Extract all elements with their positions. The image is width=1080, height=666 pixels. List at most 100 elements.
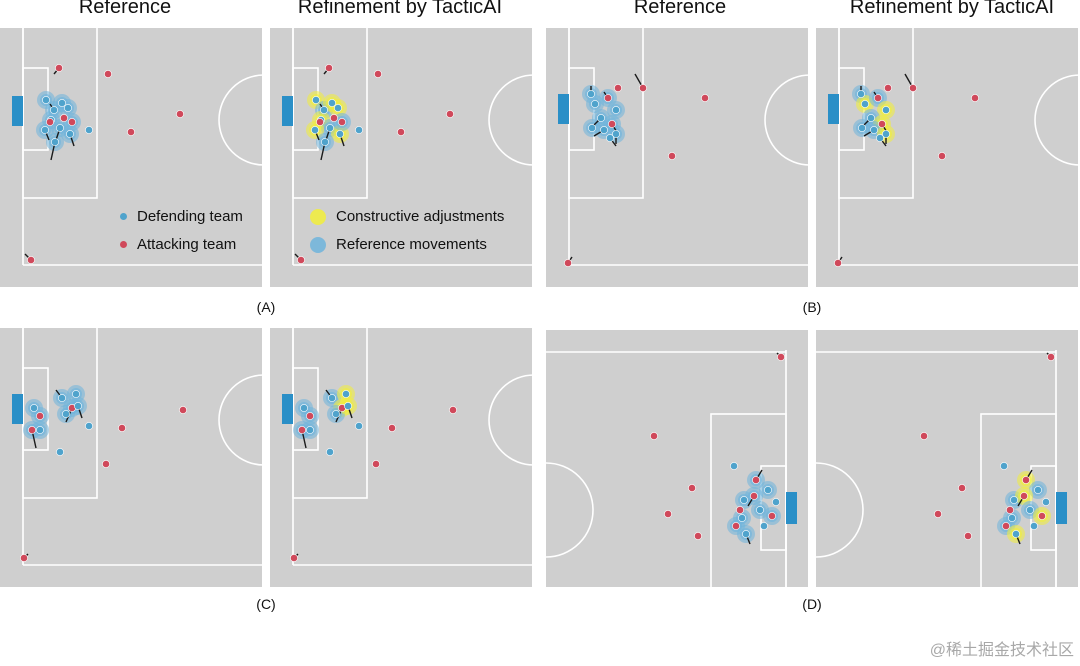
legend-reference-label: Reference movements xyxy=(336,236,487,253)
goal xyxy=(12,394,23,424)
defender-dot-6 xyxy=(772,498,780,506)
pitch-line-4 xyxy=(488,74,535,166)
defender-dot-11 xyxy=(56,124,64,132)
defender-dot-6 xyxy=(42,96,50,104)
defender-dot-15 xyxy=(1012,530,1020,538)
defender-dot-7 xyxy=(612,106,620,114)
attacker-dot-3 xyxy=(20,554,28,562)
attacker-dot-16 xyxy=(1006,506,1014,514)
panel-label-b: (B) xyxy=(802,299,822,315)
defender-dot-6 xyxy=(30,404,38,412)
attacker-dot-2 xyxy=(938,152,946,160)
attacker-dot-0 xyxy=(1047,353,1055,361)
defender-dot-5 xyxy=(56,448,64,456)
defender-dot-17 xyxy=(760,522,768,530)
goal xyxy=(558,94,569,124)
column-title-4: Refinement by TacticAI xyxy=(849,0,1055,18)
defender-dot-9 xyxy=(1034,486,1042,494)
attacker-dot-17 xyxy=(330,114,338,122)
defender-dot-4 xyxy=(587,90,595,98)
attacker-dot-13 xyxy=(1038,512,1046,520)
reference-halo-icon xyxy=(310,236,326,253)
attacker-dot-9 xyxy=(878,120,886,128)
attacker-dot-15 xyxy=(338,118,346,126)
defender-dot-14 xyxy=(51,138,59,146)
defender-dot-9 xyxy=(72,390,80,398)
watermark: @稀土掘金技术社区 xyxy=(929,642,1074,659)
attacker-dot-1 xyxy=(701,94,709,102)
attacker-dot-17 xyxy=(60,114,68,122)
goal xyxy=(12,96,23,126)
defender-dot-8 xyxy=(58,394,66,402)
pitch-c-reference xyxy=(0,325,265,587)
pitch-line-4 xyxy=(488,374,535,466)
attacker-dot-13 xyxy=(298,426,306,434)
attacker-dot-1 xyxy=(179,406,187,414)
defender-dot-13 xyxy=(66,130,74,138)
defender-dot-5 xyxy=(730,462,738,470)
attacker-dot-1 xyxy=(920,432,928,440)
attacker-dot-10 xyxy=(1020,492,1028,500)
defender-dot-11 xyxy=(332,410,340,418)
pitch-d-reference xyxy=(545,330,808,590)
attacker-dot-2 xyxy=(668,152,676,160)
defender-dot-12 xyxy=(311,126,319,134)
attacker-dot-13 xyxy=(884,84,892,92)
defender-dot-12 xyxy=(1026,506,1034,514)
defender-dot-4 xyxy=(355,422,363,430)
attacker-dot-1 xyxy=(971,94,979,102)
attacker-dot-4 xyxy=(27,256,35,264)
goal xyxy=(828,94,839,124)
defender-dot-11 xyxy=(62,410,70,418)
defender-dot-8 xyxy=(58,99,66,107)
defender-dot-12 xyxy=(756,506,764,514)
defender-dot-9 xyxy=(764,486,772,494)
goal xyxy=(282,96,293,126)
legend-attacking-label: Attacking team xyxy=(137,236,237,253)
attacker-dot-3 xyxy=(834,259,842,267)
defender-dot-15 xyxy=(742,530,750,538)
goal xyxy=(1056,492,1067,524)
defender-dot-11 xyxy=(1008,514,1016,522)
attacker-dot-1 xyxy=(104,70,112,78)
attacker-dot-0 xyxy=(777,353,785,361)
defender-dot-11 xyxy=(882,130,890,138)
defender-dot-14 xyxy=(36,426,44,434)
defender-dot-14 xyxy=(876,134,884,142)
attacker-dot-2 xyxy=(176,110,184,118)
attacker-dot-13 xyxy=(614,84,622,92)
defender-dot-11 xyxy=(612,130,620,138)
attacker-dot-2 xyxy=(958,484,966,492)
defender-dot-7 xyxy=(740,496,748,504)
defender-dot-7 xyxy=(320,106,328,114)
attacker-dot-1 xyxy=(650,432,658,440)
defender-dot-12 xyxy=(74,402,82,410)
column-title-3: Reference xyxy=(633,0,727,18)
defender-dot-4 xyxy=(857,90,865,98)
defender-dot-14 xyxy=(606,134,614,142)
attacker-dot-14 xyxy=(1002,522,1010,530)
defender-dot-9 xyxy=(342,390,350,398)
defender-dot-10 xyxy=(870,126,878,134)
attacker-dot-1 xyxy=(374,70,382,78)
attacker-dot-3 xyxy=(397,128,405,136)
pitch-line-4 xyxy=(815,462,864,558)
defender-dot-11 xyxy=(326,124,334,132)
legend-defending-label: Defending team xyxy=(137,208,243,225)
pitch-lines xyxy=(292,325,535,566)
attacker-dot-6 xyxy=(604,94,612,102)
attacker-dot-13 xyxy=(28,426,36,434)
attacker-dot-2 xyxy=(446,110,454,118)
attacker-dot-3 xyxy=(664,510,672,518)
attacker-dot-4 xyxy=(297,256,305,264)
defender-dot-8 xyxy=(597,114,605,122)
defender-dot-4 xyxy=(85,422,93,430)
attacker-dot-15 xyxy=(68,118,76,126)
attacker-dot-2 xyxy=(688,484,696,492)
defender-dot-12 xyxy=(41,126,49,134)
defender-dot-6 xyxy=(300,404,308,412)
pitch-lines xyxy=(815,350,1057,590)
legend-attacking: Attacking team xyxy=(120,236,236,253)
goal xyxy=(786,492,797,524)
pitch-line-4 xyxy=(545,462,594,558)
